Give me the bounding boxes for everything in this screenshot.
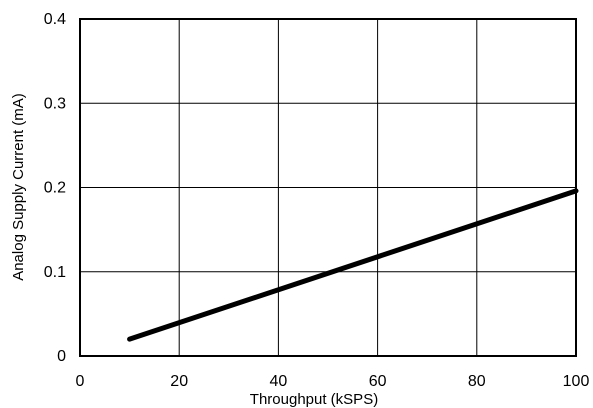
x-tick-label: 0 bbox=[76, 373, 85, 390]
y-tick-label: 0.1 bbox=[44, 264, 66, 281]
y-axis-title: Analog Supply Current (mA) bbox=[10, 93, 27, 281]
y-tick-label: 0 bbox=[57, 348, 66, 365]
y-tick-label: 0.3 bbox=[44, 95, 66, 112]
y-axis-tick-labels: 0 0.1 0.2 0.3 0.4 bbox=[44, 11, 66, 365]
y-tick-label: 0.4 bbox=[44, 11, 66, 28]
x-tick-label: 100 bbox=[563, 373, 590, 390]
x-tick-label: 80 bbox=[468, 373, 486, 390]
plot-frame bbox=[79, 18, 577, 357]
x-axis-tick-labels: 0 20 40 60 80 100 bbox=[76, 373, 590, 390]
x-tick-label: 40 bbox=[270, 373, 288, 390]
grid-lines bbox=[80, 19, 576, 356]
series-line bbox=[127, 188, 579, 342]
x-tick-label: 20 bbox=[170, 373, 188, 390]
x-axis-title: Throughput (kSPS) bbox=[250, 391, 378, 408]
x-tick-label: 60 bbox=[369, 373, 387, 390]
series-layer bbox=[127, 188, 579, 342]
y-tick-label: 0.2 bbox=[44, 180, 66, 197]
